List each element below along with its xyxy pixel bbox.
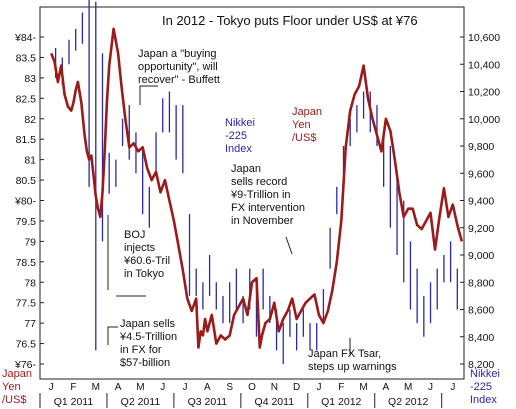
quarter-label: Q2 2011 (121, 396, 161, 408)
nikkei-series-label-line: Nikkei (225, 117, 255, 129)
month-label: J (428, 382, 433, 393)
annotation-text: sells record (231, 176, 287, 188)
right-axis-label-line: Index (470, 394, 497, 406)
month-label: O (248, 382, 256, 393)
left-tick-label: 77.5 (16, 298, 37, 310)
month-label: F (338, 382, 344, 393)
right-tick-label: 10,600 (468, 32, 500, 44)
chart-title: In 2012 - Tokyo puts Floor under US$ at … (162, 13, 418, 28)
left-axis-label-line: Yen (2, 381, 21, 393)
left-tick-label: ¥76- (14, 359, 37, 371)
quarter-label: Q2 2012 (388, 396, 428, 408)
right-tick-label: 10,000 (468, 114, 500, 126)
left-tick-label: 83.5 (16, 52, 37, 64)
month-label: J (49, 382, 54, 393)
month-label: A (204, 382, 211, 393)
annotation-pointer (139, 85, 158, 105)
left-tick-label: 82.5 (16, 93, 37, 105)
month-label: M (136, 382, 144, 393)
right-axis-label-line: Nikkei (470, 368, 500, 380)
left-axis-label-line: Japan (2, 368, 32, 380)
yen-series-label-line: Japan (292, 106, 322, 118)
month-label: M (404, 382, 412, 393)
nikkei-series-label-line: -225 (225, 130, 247, 142)
month-label: M (92, 382, 100, 393)
left-tick-label: 77 (24, 318, 36, 330)
yen-series (49, 27, 464, 349)
left-tick-label: 81 (24, 155, 36, 167)
month-label: A (383, 382, 390, 393)
annotation-pointer (285, 236, 293, 255)
annotation-text: opportunity", will (138, 61, 218, 73)
quarter-label: Q1 2011 (54, 396, 94, 408)
month-label: J (183, 382, 188, 393)
right-tick-label: 9,800 (468, 141, 494, 153)
axes: ¥84- 83.5 83 82.5 82 81.5 81 80.5 ¥80- 79.5 79 78.5… (14, 6, 500, 408)
month-label: A (115, 382, 122, 393)
yen-series-label-line: Yen (292, 119, 311, 131)
right-tick-label: 8,600 (468, 305, 494, 317)
left-tick-label: ¥80- (14, 196, 37, 208)
month-label: F (70, 382, 76, 393)
left-tick-label: 80.5 (16, 175, 37, 187)
annotation-text: steps up warnings (308, 361, 397, 373)
annotation-text: ¥60.6-Tril (123, 255, 170, 267)
left-tick-label: 79 (24, 236, 36, 248)
annotation-text: in FX for (120, 344, 162, 356)
right-tick-label: 8,200 (468, 359, 494, 371)
left-tick-label: 78.5 (16, 257, 37, 269)
right-tick-label: 10,200 (468, 87, 500, 99)
annotation-text: $57-billion (120, 357, 170, 369)
right-tick-label: 8,800 (468, 277, 494, 289)
right-tick-label: 9,600 (468, 168, 494, 180)
annotation-text: Japan (231, 163, 261, 175)
annotation-text: ¥4.5-Trillion (119, 331, 177, 343)
month-label: S (226, 382, 233, 393)
left-tick-label: 76.5 (16, 339, 37, 351)
annotation-text: ¥9-Trillion in (230, 189, 291, 201)
nikkei-series-label-line: Index (225, 143, 252, 155)
right-tick-label: 10,400 (468, 59, 500, 71)
month-label: J (450, 382, 455, 393)
month-label: J (316, 382, 321, 393)
right-tick-label: 9,200 (468, 223, 494, 235)
quarter-label: Q4 2011 (255, 396, 295, 408)
annotation-text: in Tokyo (124, 268, 164, 280)
annotation-text: recover" - Buffett (138, 74, 220, 86)
nikkei-series (54, 0, 458, 364)
yen-line (49, 27, 464, 349)
left-tick-label: 81.5 (16, 134, 37, 146)
annotation-text: injects (124, 242, 156, 254)
annotation-text: Japan a "buying (138, 48, 217, 60)
annotation-text: in November (231, 215, 294, 227)
annotation-text: FX intervention (231, 202, 305, 214)
right-tick-label: 8,400 (468, 332, 494, 344)
left-tick-label: 79.5 (16, 216, 37, 228)
month-label: M (359, 382, 367, 393)
annotation-text: Japan sells (120, 318, 176, 330)
annotation-text: BOJ (124, 229, 145, 241)
yen-series-label-line: /US$ (292, 132, 316, 144)
left-tick-label: ¥84- (14, 32, 37, 44)
annotation-text: Japan FX Tsar, (308, 348, 381, 360)
month-label: D (293, 382, 300, 393)
annotation-pointer (107, 326, 118, 345)
month-label: J (160, 382, 165, 393)
quarter-label: Q1 2012 (321, 396, 361, 408)
left-tick-label: 82 (24, 114, 36, 126)
right-axis-label-line: -225 (470, 381, 492, 393)
quarter-label: Q3 2011 (188, 396, 228, 408)
right-tick-label: 9,400 (468, 196, 494, 208)
month-label: N (271, 382, 278, 393)
left-tick-label: 83 (24, 73, 36, 85)
right-tick-label: 9,000 (468, 250, 494, 262)
left-tick-label: 78 (24, 277, 36, 289)
left-axis-label-line: /US$ (2, 394, 26, 406)
